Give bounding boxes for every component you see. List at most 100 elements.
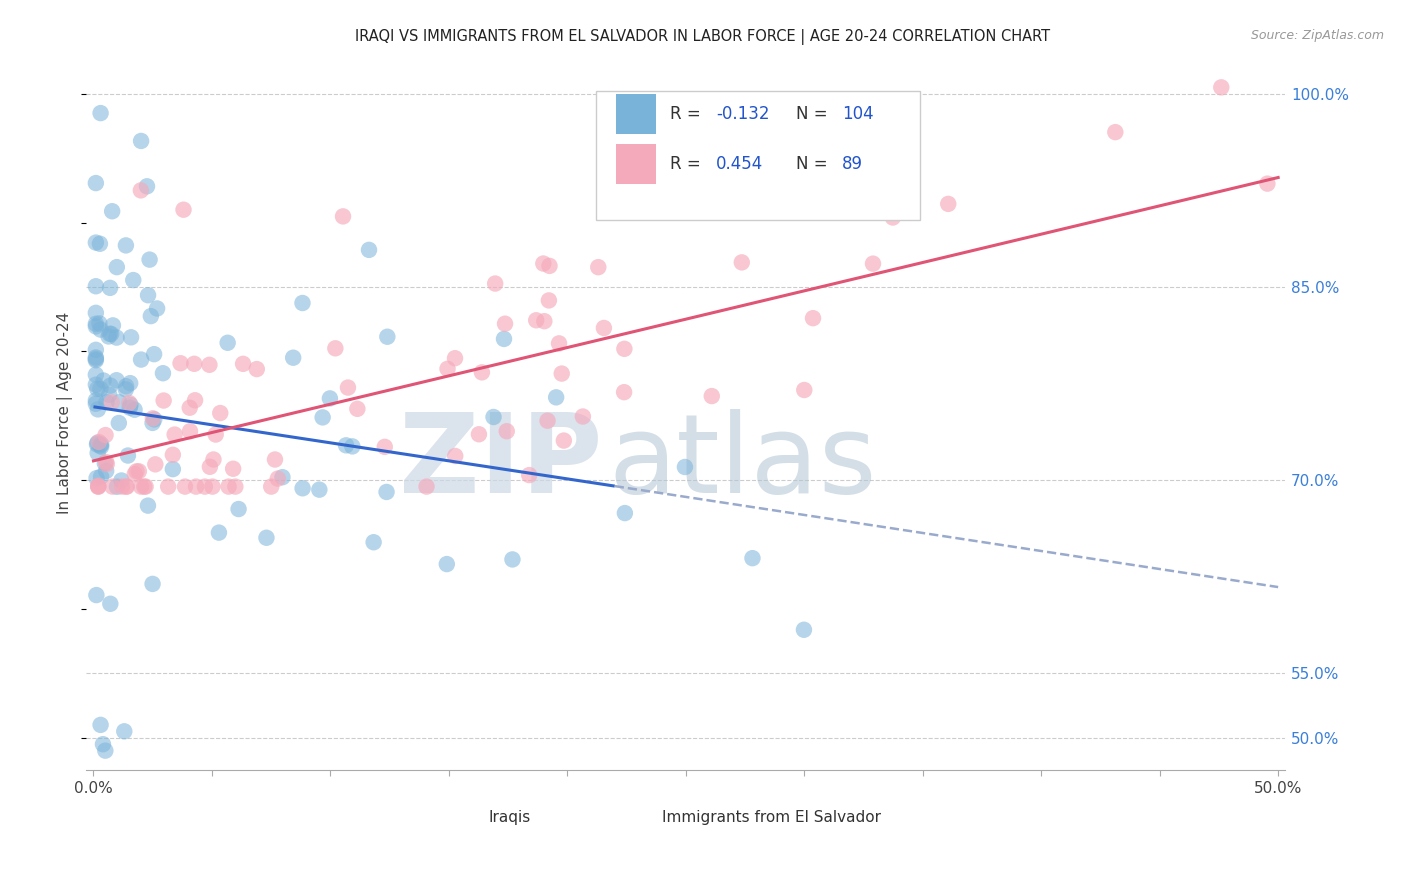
Point <box>224 480 246 494</box>
Point <box>108 416 131 430</box>
Point <box>374 440 396 454</box>
Point <box>87 480 110 494</box>
Point <box>84 397 107 411</box>
Point <box>271 470 294 484</box>
Point <box>129 183 152 197</box>
Point <box>90 440 112 454</box>
Point <box>129 134 152 148</box>
Point <box>208 525 231 540</box>
Point <box>202 452 225 467</box>
Point <box>125 464 148 478</box>
Point <box>201 480 224 494</box>
Text: 89: 89 <box>842 155 863 173</box>
Point <box>135 480 157 494</box>
Point <box>218 480 240 494</box>
Point <box>129 480 152 494</box>
Text: 0.454: 0.454 <box>716 155 763 173</box>
Point <box>548 336 571 351</box>
Point <box>117 449 139 463</box>
Point <box>84 368 107 382</box>
Point <box>89 236 111 251</box>
Point <box>94 456 117 470</box>
Point <box>198 358 221 372</box>
Point <box>588 260 610 275</box>
Point <box>332 210 354 224</box>
Point <box>375 485 398 500</box>
Point <box>501 552 523 566</box>
Point <box>801 311 824 326</box>
Point <box>731 255 754 269</box>
Point <box>101 480 124 494</box>
Point <box>84 377 107 392</box>
Point <box>484 277 506 291</box>
Point <box>524 313 547 327</box>
Point <box>823 136 845 151</box>
Point <box>128 464 150 478</box>
Point <box>551 367 574 381</box>
FancyBboxPatch shape <box>446 809 477 827</box>
Point <box>89 382 111 396</box>
Point <box>84 317 107 331</box>
Point <box>84 176 107 190</box>
Point <box>115 238 138 252</box>
Point <box>572 409 595 424</box>
Point <box>94 744 117 758</box>
Point <box>84 235 107 250</box>
Point <box>124 402 146 417</box>
Point <box>105 330 128 344</box>
Point <box>100 395 122 409</box>
Text: -0.132: -0.132 <box>716 105 769 123</box>
Point <box>98 378 121 392</box>
Point <box>232 357 254 371</box>
Point <box>86 588 108 602</box>
Point <box>115 480 138 494</box>
Point <box>444 449 467 463</box>
Point <box>110 474 132 488</box>
Point <box>96 457 118 471</box>
Point <box>105 373 128 387</box>
Point <box>217 335 239 350</box>
Point <box>436 361 458 376</box>
Point <box>862 257 884 271</box>
Point <box>468 427 491 442</box>
Point <box>93 374 115 388</box>
Point <box>114 383 136 397</box>
Point <box>492 332 515 346</box>
Text: atlas: atlas <box>607 409 876 516</box>
Point <box>183 357 205 371</box>
Point <box>336 380 359 394</box>
Point <box>1211 80 1233 95</box>
Point <box>115 480 138 494</box>
Text: N =: N = <box>796 105 832 123</box>
Point <box>101 204 124 219</box>
Point <box>98 281 121 295</box>
Point <box>142 411 165 425</box>
Point <box>84 343 107 357</box>
Point <box>124 467 146 481</box>
Point <box>87 480 110 494</box>
Point <box>184 480 207 494</box>
Text: R =: R = <box>671 105 706 123</box>
Point <box>112 724 135 739</box>
Point <box>98 597 121 611</box>
Point <box>311 410 333 425</box>
Point <box>882 211 904 225</box>
Point <box>84 393 107 408</box>
Point <box>173 202 195 217</box>
Point <box>357 243 380 257</box>
Point <box>142 577 165 591</box>
Point <box>136 179 159 194</box>
Point <box>152 366 174 380</box>
Point <box>1256 177 1278 191</box>
Point <box>115 379 138 393</box>
Point <box>136 499 159 513</box>
Point <box>283 351 305 365</box>
Point <box>415 480 437 494</box>
Point <box>793 383 815 397</box>
Point <box>291 481 314 495</box>
Point <box>86 471 108 485</box>
Point <box>98 326 121 341</box>
Point <box>122 273 145 287</box>
Point <box>342 439 364 453</box>
Point <box>84 351 107 366</box>
